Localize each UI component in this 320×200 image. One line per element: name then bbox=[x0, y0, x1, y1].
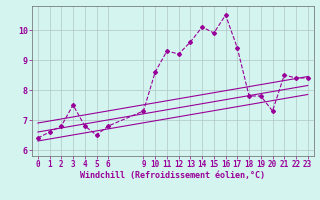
X-axis label: Windchill (Refroidissement éolien,°C): Windchill (Refroidissement éolien,°C) bbox=[80, 171, 265, 180]
